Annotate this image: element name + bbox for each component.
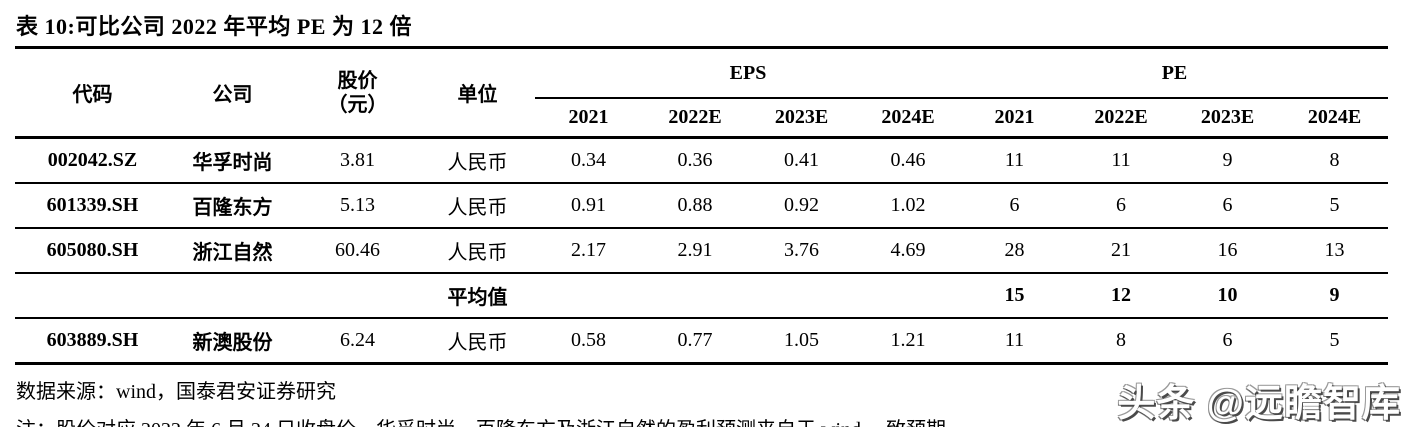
cell-pe-2022e: 6 bbox=[1068, 183, 1174, 229]
eps-year-2024e: 2024E bbox=[855, 98, 961, 139]
cell-pe-2022e: 11 bbox=[1068, 137, 1174, 184]
cell-eps-2022e: 0.36 bbox=[642, 137, 748, 184]
pe-year-2023e: 2023E bbox=[1174, 98, 1281, 139]
eps-year-2021: 2021 bbox=[535, 98, 642, 139]
table-row-bailong: 601339.SH 百隆东方 5.13 人民币 0.91 0.88 0.92 1… bbox=[15, 183, 1388, 229]
pe-year-2024e: 2024E bbox=[1281, 98, 1388, 139]
cell-eps-2021: 2.17 bbox=[535, 228, 642, 274]
cell-pe-2023e: 6 bbox=[1174, 183, 1281, 229]
cell-pe-2021: 11 bbox=[961, 137, 1068, 184]
cell-code: 603889.SH bbox=[46, 329, 139, 351]
cell-eps-2024e: 4.69 bbox=[855, 228, 961, 274]
cell-unit: 人民币 bbox=[420, 137, 535, 184]
cell-eps-2023e-empty bbox=[748, 273, 855, 319]
cell-eps-2021: 0.58 bbox=[571, 329, 606, 351]
cell-average-label: 平均值 bbox=[420, 273, 535, 319]
cell-eps-2024e: 0.46 bbox=[855, 137, 961, 184]
cell-company-empty bbox=[170, 273, 295, 319]
cell-pe-2022e: 8 bbox=[1116, 329, 1126, 351]
cell-company: 百隆东方 bbox=[170, 183, 295, 229]
eps-year-2022e: 2022E bbox=[642, 98, 748, 139]
cell-eps-2021-empty bbox=[535, 273, 642, 319]
cell-price-empty bbox=[295, 273, 420, 319]
toutiao-watermark: 头条 @远瞻智库 bbox=[1117, 383, 1401, 425]
cell-pe-2021: 11 bbox=[1004, 329, 1025, 351]
cell-price: 6.24 bbox=[340, 329, 375, 351]
col-header-company: 公司 bbox=[170, 47, 295, 139]
cell-price: 5.13 bbox=[295, 183, 420, 229]
cell-price: 3.81 bbox=[295, 137, 420, 184]
comparable-companies-table: 代码 公司 股价 （元） 单位 EPS PE 2021 2022E 2023E … bbox=[15, 46, 1388, 365]
col-header-price: 股价 （元） bbox=[295, 47, 420, 139]
cell-pe-2021: 6 bbox=[961, 183, 1068, 229]
footnote-text: 注：股价对应 2022 年 6 月 24 日收盘价，华孚时尚、百隆东方及浙江自然… bbox=[16, 413, 1407, 427]
cell-pe-2023e: 6 bbox=[1222, 329, 1233, 351]
cell-pe-2024e: 8 bbox=[1281, 137, 1388, 184]
cell-pe-2022e: 21 bbox=[1068, 228, 1174, 274]
cell-code: 601339.SH bbox=[15, 183, 170, 229]
cell-code: 002042.SZ bbox=[15, 137, 170, 184]
table-row-xinao: 603889.SH 新澳股份 6.24 人民币 0.58 0.77 1.05 1… bbox=[15, 318, 1388, 364]
cell-eps-2022e: 2.91 bbox=[642, 228, 748, 274]
cell-pe-2021: 28 bbox=[961, 228, 1068, 274]
cell-eps-2022e: 0.77 bbox=[677, 329, 713, 351]
cell-eps-2022e: 0.88 bbox=[642, 183, 748, 229]
cell-eps-2023e: 0.92 bbox=[748, 183, 855, 229]
cell-avg-pe-2021: 15 bbox=[961, 273, 1068, 319]
cell-eps-2024e-empty bbox=[855, 273, 961, 319]
pe-year-2022e: 2022E bbox=[1068, 98, 1174, 139]
cell-avg-pe-2023e: 10 bbox=[1174, 273, 1281, 319]
col-header-code: 代码 bbox=[15, 47, 170, 139]
cell-avg-pe-2022e: 12 bbox=[1068, 273, 1174, 319]
group-header-pe: PE bbox=[961, 47, 1388, 99]
table-title: 表 10:可比公司 2022 年平均 PE 为 12 倍 bbox=[16, 14, 412, 39]
cell-unit: 人民币 bbox=[420, 228, 535, 274]
price-header-line2: （元） bbox=[327, 93, 388, 116]
cell-eps-2022e-empty bbox=[642, 273, 748, 319]
table-row-zhejiang: 605080.SH 浙江自然 60.46 人民币 2.17 2.91 3.76 … bbox=[15, 228, 1388, 274]
cell-code-empty bbox=[15, 273, 170, 319]
cell-eps-2024e: 1.02 bbox=[855, 183, 961, 229]
price-header-line1: 股价 bbox=[337, 69, 378, 92]
cell-eps-2023e: 0.41 bbox=[748, 137, 855, 184]
cell-unit: 人民币 bbox=[447, 332, 508, 354]
cell-code: 605080.SH bbox=[15, 228, 170, 274]
cell-pe-2024e: 5 bbox=[1329, 329, 1340, 351]
cell-eps-2021: 0.91 bbox=[535, 183, 642, 229]
cell-company: 浙江自然 bbox=[170, 228, 295, 274]
cell-pe-2023e: 9 bbox=[1174, 137, 1281, 184]
cell-pe-2024e: 13 bbox=[1281, 228, 1388, 274]
cell-eps-2021: 0.34 bbox=[535, 137, 642, 184]
cell-unit: 人民币 bbox=[420, 183, 535, 229]
header-year-row: 2021 2022E 2023E 2024E 2021 2022E 2023E … bbox=[15, 98, 1388, 139]
col-header-unit: 单位 bbox=[420, 47, 535, 139]
cell-eps-2023e: 1.05 bbox=[784, 329, 819, 351]
table-row-average: 平均值 15 12 10 9 bbox=[15, 273, 1388, 319]
cell-eps-2023e: 3.76 bbox=[748, 228, 855, 274]
pe-year-2021: 2021 bbox=[961, 98, 1068, 139]
cell-eps-2024e: 1.21 bbox=[890, 329, 926, 351]
cell-price: 60.46 bbox=[295, 228, 420, 274]
cell-company: 华孚时尚 bbox=[170, 137, 295, 184]
cell-company: 新澳股份 bbox=[192, 332, 273, 354]
data-source-text: 数据来源：wind，国泰君安证券研究 bbox=[16, 381, 336, 403]
header-group-row: 代码 公司 股价 （元） 单位 EPS PE bbox=[15, 47, 1388, 139]
table-row-huafu: 002042.SZ 华孚时尚 3.81 人民币 0.34 0.36 0.41 0… bbox=[15, 137, 1388, 184]
eps-year-2023e: 2023E bbox=[748, 98, 855, 139]
cell-pe-2023e: 16 bbox=[1174, 228, 1281, 274]
group-header-eps: EPS bbox=[535, 47, 961, 99]
cell-avg-pe-2024e: 9 bbox=[1281, 273, 1388, 319]
cell-pe-2024e: 5 bbox=[1281, 183, 1388, 229]
